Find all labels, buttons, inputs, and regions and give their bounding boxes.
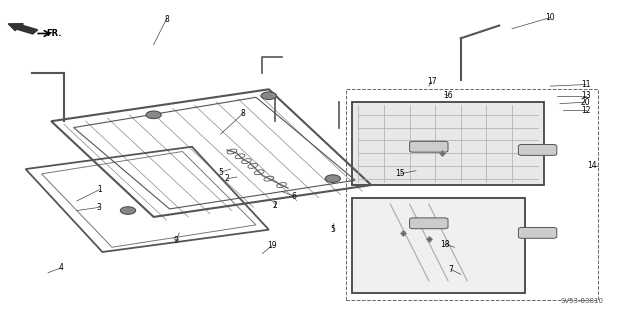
Text: 6: 6 xyxy=(292,192,297,201)
Polygon shape xyxy=(352,102,544,185)
Text: 20: 20 xyxy=(580,98,591,107)
Text: 8: 8 xyxy=(164,15,169,24)
Text: 5: 5 xyxy=(218,168,223,177)
Circle shape xyxy=(261,92,276,100)
Text: 9: 9 xyxy=(173,236,179,245)
Text: 19: 19 xyxy=(267,241,277,250)
Text: 7: 7 xyxy=(449,265,454,274)
Text: 2: 2 xyxy=(225,174,230,183)
Polygon shape xyxy=(352,198,525,293)
Text: 10: 10 xyxy=(545,13,556,22)
Text: 5: 5 xyxy=(330,225,335,234)
Text: 14: 14 xyxy=(587,161,597,170)
Text: 2: 2 xyxy=(273,201,278,210)
Text: 15: 15 xyxy=(395,169,405,178)
Text: 8: 8 xyxy=(241,109,246,118)
Text: 1: 1 xyxy=(97,185,102,194)
Text: 16: 16 xyxy=(443,91,453,100)
Text: FR.: FR. xyxy=(46,29,61,38)
FancyBboxPatch shape xyxy=(518,145,557,155)
Circle shape xyxy=(146,111,161,119)
FancyBboxPatch shape xyxy=(518,227,557,238)
Text: SV53-83810: SV53-83810 xyxy=(561,299,604,304)
Text: 4: 4 xyxy=(58,263,63,272)
Text: 11: 11 xyxy=(581,80,590,89)
Text: 18: 18 xyxy=(440,240,449,249)
Circle shape xyxy=(325,175,340,182)
Circle shape xyxy=(120,207,136,214)
Text: 3: 3 xyxy=(97,203,102,212)
FancyBboxPatch shape xyxy=(410,141,448,152)
Text: 17: 17 xyxy=(427,77,437,86)
FancyBboxPatch shape xyxy=(410,218,448,229)
Text: 12: 12 xyxy=(581,106,590,115)
Text: 13: 13 xyxy=(580,91,591,100)
FancyArrow shape xyxy=(8,24,38,34)
